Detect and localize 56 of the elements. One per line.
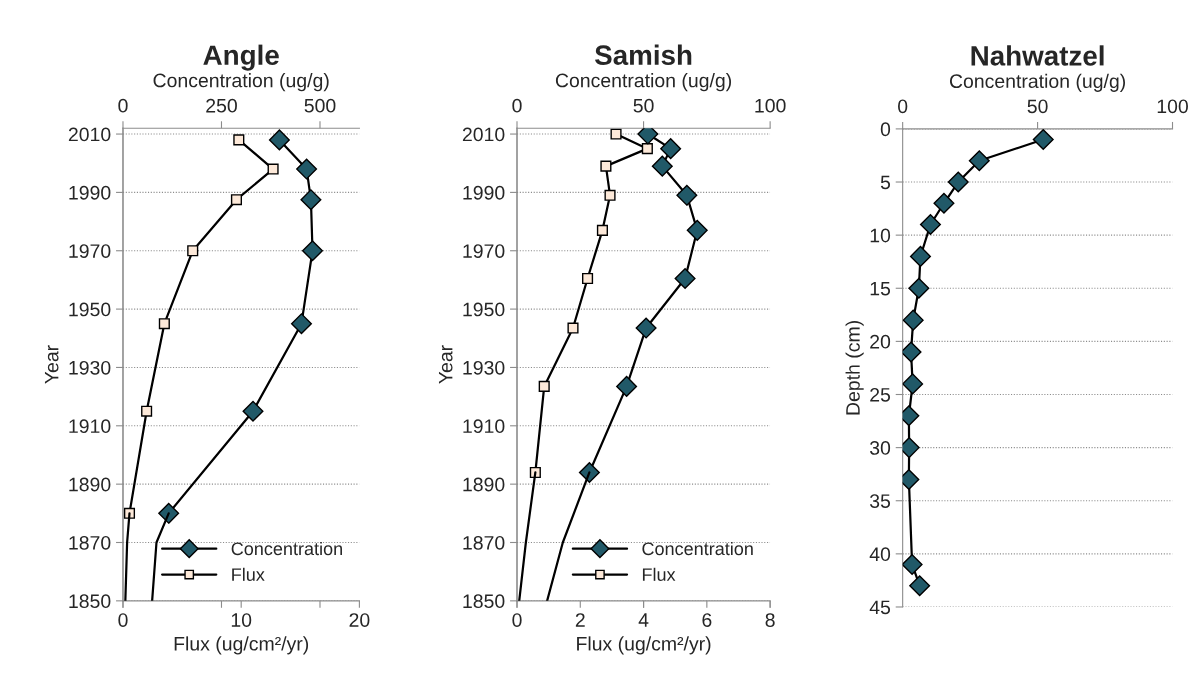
chart-title: Angle (203, 44, 279, 71)
y-tick-label: 1970 (463, 244, 505, 258)
y-tick-label: 1890 (69, 477, 111, 492)
y-tick-label: 1890 (463, 477, 505, 492)
y-tick-label: 0 (880, 122, 891, 137)
chart-title: Samish (594, 44, 692, 66)
x2-tick-label: 500 (304, 98, 336, 113)
x-tick-label: 2 (575, 613, 585, 627)
legend-label: Concentration (231, 541, 342, 556)
y-tick-label: 1910 (69, 419, 111, 434)
y-tick-label: 25 (870, 387, 891, 402)
y-tick-label: 5 (880, 175, 891, 190)
y-tick-label: 2010 (68, 127, 111, 142)
x-tick-label: 100 (1157, 99, 1188, 114)
y-tick-label: 1910 (463, 419, 505, 434)
x-tick-label: 10 (231, 613, 252, 627)
y-tick-label: 40 (869, 547, 891, 562)
y-tick-label: 20 (870, 334, 891, 349)
x2-tick-label: 250 (206, 98, 237, 113)
y-tick-label: 10 (870, 228, 891, 243)
y-tick-label: 1990 (463, 185, 505, 200)
y-tick-label: 1950 (463, 302, 505, 317)
x2-axis-title: Concentration (ug/g) (555, 73, 731, 92)
y-tick-label: 1990 (69, 185, 111, 200)
x-axis-title: Concentration (ug/g) (949, 73, 1126, 92)
x-tick-label: 6 (702, 613, 712, 627)
y-tick-label: 35 (869, 494, 891, 508)
y-tick-label: 2010 (462, 127, 505, 142)
y-tick-label: 1870 (463, 535, 505, 550)
x-tick-label: 0 (512, 613, 522, 627)
y-tick-label: 45 (869, 600, 891, 615)
y-tick-label: 1930 (69, 360, 111, 375)
y-axis-title: Year (44, 345, 59, 384)
x-axis-title: Flux (ug/cm²/yr) (577, 636, 711, 655)
x-tick-label: 0 (118, 613, 128, 627)
legend-label: Flux (232, 567, 265, 582)
legend-label: Concentration (642, 541, 753, 556)
x-tick-label: 4 (638, 613, 649, 627)
y-tick-label: 1870 (69, 535, 111, 550)
x-tick-label: 20 (349, 613, 370, 627)
x-axis-title: Flux (ug/cm²/yr) (174, 636, 309, 655)
y-axis-title: Year (438, 345, 453, 384)
x-tick-label: 8 (765, 613, 775, 627)
y-axis-title: Depth (cm) (845, 321, 864, 415)
x2-axis-title: Concentration (ug/g) (153, 73, 329, 92)
y-tick-label: 1850 (69, 594, 111, 609)
y-tick-label: 1950 (69, 302, 111, 317)
x-tick-label: 50 (1027, 99, 1048, 114)
x-tick-label: 0 (898, 99, 908, 114)
y-tick-label: 30 (869, 441, 891, 455)
y-tick-label: 1970 (69, 244, 111, 258)
y-tick-label: 1850 (463, 594, 505, 609)
chart-title: Nahwatzel (971, 45, 1104, 66)
legend-label: Flux (642, 567, 676, 582)
y-tick-label: 1930 (463, 360, 505, 375)
y-tick-label: 15 (870, 281, 891, 296)
